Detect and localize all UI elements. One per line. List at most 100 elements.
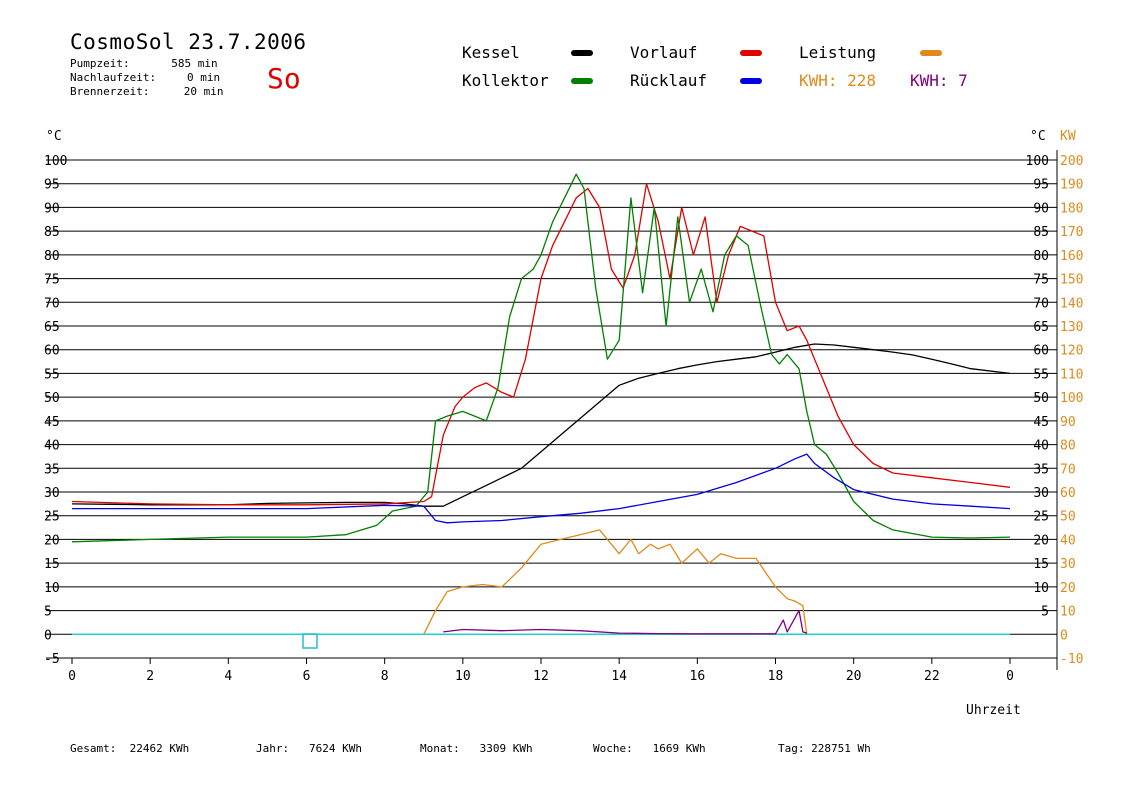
y-left-tick-label: 10 <box>44 581 60 596</box>
y-right-tick-label: 70 <box>1033 296 1049 311</box>
grid-lines <box>46 150 1058 670</box>
x-tick-label: 14 <box>611 669 627 684</box>
right-y-ticks: 5101520253035404550556065707580859095100… <box>1026 154 1084 667</box>
y-left-tick-label: 50 <box>44 391 60 406</box>
series-lines <box>71 173 1011 635</box>
x-tick-label: 22 <box>924 669 940 684</box>
y-right-kw-tick-label: 30 <box>1060 557 1076 572</box>
stat-pumpzeit: Pumpzeit: 585 min <box>70 57 218 70</box>
y-left-tick-label: 30 <box>44 486 60 501</box>
y-right-tick-label: 90 <box>1033 201 1049 216</box>
y-left-tick-label: 25 <box>44 510 60 525</box>
kwh-leistung: KWH: 228 <box>799 71 877 90</box>
legend-ruecklauf-swatch <box>740 78 762 84</box>
y-left-tick-label: 100 <box>44 154 67 169</box>
y-right-tick-label: 5 <box>1041 605 1049 620</box>
y-right-kw-tick-label: 150 <box>1060 273 1083 288</box>
y-right-tick-label: 20 <box>1033 533 1049 548</box>
y-left-tick-label: 15 <box>44 557 60 572</box>
y-left-tick-label: 5 <box>44 605 52 620</box>
y-right-kw-tick-label: 60 <box>1060 486 1076 501</box>
y-right-tick-label: 50 <box>1033 391 1049 406</box>
y-right-axis-label-c: °C <box>1030 129 1046 144</box>
x-tick-label: 0 <box>68 669 76 684</box>
y-right-tick-label: 60 <box>1033 344 1049 359</box>
x-tick-label: 12 <box>533 669 549 684</box>
y-right-kw-tick-label: 160 <box>1060 249 1083 264</box>
y-right-kw-tick-label: 170 <box>1060 225 1083 240</box>
y-right-kw-tick-label: 20 <box>1060 581 1076 596</box>
legend-kollektor: Kollektor <box>462 71 549 90</box>
y-right-tick-label: 45 <box>1033 415 1049 430</box>
y-right-kw-tick-label: 40 <box>1060 533 1076 548</box>
x-tick-label: 16 <box>690 669 706 684</box>
y-right-kw-tick-label: 130 <box>1060 320 1083 335</box>
y-left-tick-label: 40 <box>44 439 60 454</box>
y-right-axis-label-kw: KW <box>1060 129 1076 144</box>
left-y-ticks: -5 0 5 10 15 20 25 30 35 40 45 50 55 60 65 70 75 80 85 90 95… <box>44 154 67 667</box>
y-right-kw-tick-label: 70 <box>1060 462 1076 477</box>
legend-kessel-swatch <box>571 50 593 56</box>
y-right-tick-label: 100 <box>1026 154 1049 169</box>
y-right-tick-label: 55 <box>1033 367 1049 382</box>
y-right-tick-label: 95 <box>1033 178 1049 193</box>
y-right-tick-label: 65 <box>1033 320 1049 335</box>
weekday-label: So <box>267 62 301 95</box>
y-right-kw-tick-label: -10 <box>1060 652 1083 667</box>
y-right-kw-tick-label: 140 <box>1060 296 1083 311</box>
y-right-kw-tick-label: 190 <box>1060 178 1083 193</box>
y-right-kw-tick-label: 10 <box>1060 605 1076 620</box>
x-ticks: 0 2 4 6 8 10 12 14 16 18 20 22 0 <box>68 658 1014 684</box>
footer-tag: Tag: 228751 Wh <box>778 742 871 755</box>
legend-kollektor-swatch <box>571 78 593 84</box>
y-right-tick-label: 30 <box>1033 486 1049 501</box>
y-left-tick-label: 75 <box>44 273 60 288</box>
chart-title: CosmoSol 23.7.2006 <box>70 30 307 54</box>
y-right-kw-tick-label: 100 <box>1060 391 1083 406</box>
y-left-axis-label: °C <box>46 129 62 144</box>
y-left-tick-label: 90 <box>44 201 60 216</box>
y-left-tick-label: 55 <box>44 367 60 382</box>
y-right-tick-label: 40 <box>1033 439 1049 454</box>
x-tick-label: 0 <box>1006 669 1014 684</box>
y-right-kw-tick-label: 110 <box>1060 367 1083 382</box>
y-left-tick-label: 70 <box>44 296 60 311</box>
y-left-tick-label: 0 <box>44 628 52 643</box>
x-tick-label: 4 <box>224 669 232 684</box>
stat-brennerzeit: Brennerzeit: 20 min <box>70 85 224 98</box>
x-tick-label: 10 <box>455 669 471 684</box>
series-line <box>71 173 1011 543</box>
y-left-tick-label: 35 <box>44 462 60 477</box>
y-right-kw-tick-label: 90 <box>1060 415 1076 430</box>
y-left-tick-label: 65 <box>44 320 60 335</box>
y-right-tick-label: 80 <box>1033 249 1049 264</box>
footer-gesamt: Gesamt: 22462 KWh <box>70 742 190 755</box>
y-right-kw-tick-label: 0 <box>1060 628 1068 643</box>
series-line <box>443 609 807 635</box>
y-left-tick-label: 85 <box>44 225 60 240</box>
footer-woche: Woche: 1669 KWh <box>593 742 706 755</box>
y-left-tick-label: 80 <box>44 249 60 264</box>
y-left-tick-label: -5 <box>44 652 60 667</box>
kwh-secondary: KWH: 7 <box>910 71 968 90</box>
legend-vorlauf: Vorlauf <box>630 43 698 62</box>
series-line <box>72 453 1011 524</box>
y-right-tick-label: 25 <box>1033 510 1049 525</box>
y-right-tick-label: 35 <box>1033 462 1049 477</box>
x-axis-label: Uhrzeit <box>966 703 1021 718</box>
x-tick-label: 18 <box>768 669 784 684</box>
y-right-kw-tick-label: 180 <box>1060 201 1083 216</box>
x-tick-label: 6 <box>303 669 311 684</box>
x-tick-label: 20 <box>846 669 862 684</box>
y-left-tick-label: 60 <box>44 344 60 359</box>
legend-kessel: Kessel <box>462 43 520 62</box>
stat-nachlaufzeit: Nachlaufzeit: 0 min <box>70 71 221 84</box>
series-line <box>71 183 1011 506</box>
y-left-tick-label: 20 <box>44 533 60 548</box>
series-line <box>71 343 1011 507</box>
y-right-kw-tick-label: 50 <box>1060 510 1076 525</box>
series-line <box>423 529 808 635</box>
y-right-tick-label: 15 <box>1033 557 1049 572</box>
marker-box <box>302 633 318 649</box>
